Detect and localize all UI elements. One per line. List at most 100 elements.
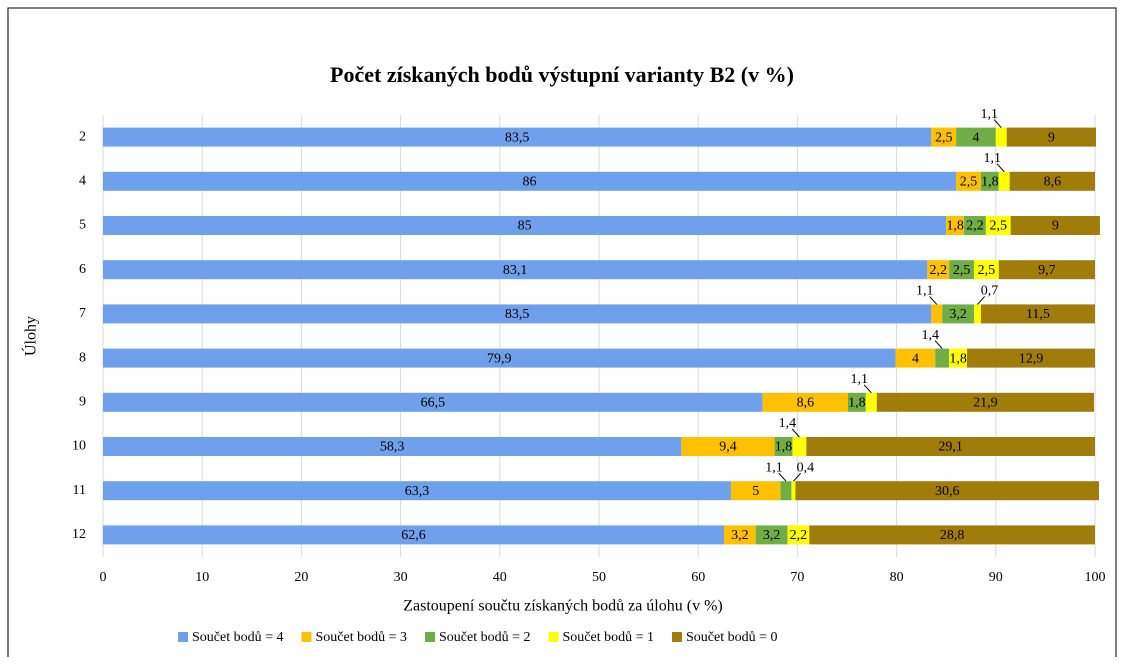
- data-label: 4: [912, 351, 919, 366]
- legend-label: Součet bodů = 4: [192, 630, 284, 645]
- x-tick-label: 100: [1085, 570, 1106, 585]
- bar-segment: [1009, 171, 1095, 191]
- bar-segment: [103, 171, 957, 191]
- data-label: 83,5: [505, 130, 530, 145]
- data-label: 8,6: [797, 396, 815, 411]
- x-tick-label: 40: [493, 570, 507, 585]
- x-tick-label: 20: [294, 570, 308, 585]
- y-tick-label: 2: [79, 129, 86, 144]
- bar-segment: [806, 437, 1095, 456]
- data-label: 1,1: [765, 460, 783, 475]
- data-label: 1,1: [983, 151, 1001, 166]
- legend-swatch: [301, 632, 312, 642]
- y-tick-label: 5: [79, 218, 86, 233]
- bar-segment: [103, 260, 928, 280]
- data-label: 8,6: [1044, 175, 1062, 190]
- bar-segment: [755, 525, 788, 545]
- bar-segment: [681, 437, 775, 456]
- data-label: 79,9: [487, 351, 512, 366]
- bar-segment: [730, 481, 781, 501]
- x-axis-label: Zastoupení součtu získaných bodů za úloh…: [403, 598, 722, 615]
- data-label: 3,2: [763, 528, 781, 543]
- data-label: 1,8: [848, 396, 866, 411]
- bar-segment: [795, 481, 1099, 501]
- bar-segment: [935, 348, 950, 368]
- data-label: 63,3: [405, 484, 430, 499]
- data-label: 21,9: [973, 396, 998, 411]
- bar-segment: [847, 392, 866, 412]
- data-label: 1,8: [981, 175, 999, 190]
- bar-segment: [942, 304, 974, 324]
- bar-segment: [949, 348, 968, 368]
- frame: [7, 7, 1117, 657]
- y-tick-label: 8: [79, 350, 86, 365]
- bar-segment: [985, 216, 1011, 235]
- legend-swatch: [672, 632, 682, 642]
- x-tick-label: 50: [592, 570, 606, 585]
- callout-line: [793, 472, 802, 482]
- data-label: 1,4: [921, 328, 939, 343]
- data-label: 3,2: [949, 307, 967, 322]
- bar-segment: [964, 216, 986, 235]
- data-label: 2,2: [790, 528, 808, 543]
- bar-segment: [762, 392, 848, 412]
- bar-segment: [791, 481, 796, 501]
- data-label: 30,6: [935, 484, 960, 499]
- bar-segment: [103, 304, 932, 324]
- data-label: 12,9: [1019, 351, 1044, 366]
- data-label: 66,5: [421, 396, 446, 411]
- bar-segment: [780, 481, 792, 501]
- data-label: 1,1: [851, 372, 869, 387]
- x-tick-label: 0: [100, 570, 107, 585]
- bar-segment: [980, 171, 999, 191]
- y-tick-label: 6: [79, 262, 86, 277]
- bar-segment: [995, 127, 1007, 147]
- data-label: 1,8: [775, 440, 793, 455]
- bar-segment: [876, 392, 1095, 412]
- data-label: 9,4: [719, 440, 737, 455]
- data-label: 9: [1052, 219, 1059, 234]
- bar-segment: [774, 437, 793, 456]
- data-label: 1,4: [779, 416, 797, 431]
- data-label: 2,2: [930, 263, 948, 278]
- y-tick-label: 9: [79, 395, 86, 410]
- bar-segment: [998, 171, 1010, 191]
- data-label: 85: [518, 219, 532, 234]
- data-label: 1,1: [916, 284, 934, 299]
- data-label: 29,1: [938, 440, 963, 455]
- legend-label: Součet bodů = 2: [439, 630, 531, 645]
- chart-title: Počet získaných bodů výstupní varianty B…: [330, 62, 794, 87]
- bar-segment: [973, 260, 999, 280]
- x-tick-label: 30: [394, 570, 408, 585]
- data-label: 1,8: [949, 351, 967, 366]
- data-label: 9,7: [1038, 263, 1056, 278]
- bar-segment: [103, 525, 724, 545]
- y-tick-label: 4: [79, 174, 86, 189]
- y-tick-label: 10: [72, 439, 86, 454]
- bar-segment: [1010, 216, 1100, 235]
- data-label: 86: [523, 175, 537, 190]
- bar-segment: [103, 437, 682, 456]
- bar-segment: [723, 525, 756, 545]
- legend-label: Součet bodů = 1: [563, 630, 655, 645]
- data-label: 0,7: [981, 284, 999, 299]
- data-label: 5: [752, 484, 759, 499]
- x-tick-label: 10: [195, 570, 209, 585]
- data-label: 9: [1048, 130, 1055, 145]
- data-label: 28,8: [940, 528, 965, 543]
- data-label: 11,5: [1026, 307, 1050, 322]
- data-label: 62,6: [401, 528, 426, 543]
- bar-segment: [103, 348, 896, 368]
- bar-segment: [931, 304, 943, 324]
- data-label: 1,1: [981, 107, 999, 122]
- data-label: 2,5: [953, 263, 971, 278]
- data-label: 83,1: [503, 263, 528, 278]
- bar-segment: [1006, 127, 1096, 147]
- bar-segment: [998, 260, 1095, 280]
- bar-segment: [895, 348, 936, 368]
- bar-segment: [103, 127, 932, 147]
- bar-segment: [787, 525, 810, 545]
- callout-line: [929, 296, 938, 305]
